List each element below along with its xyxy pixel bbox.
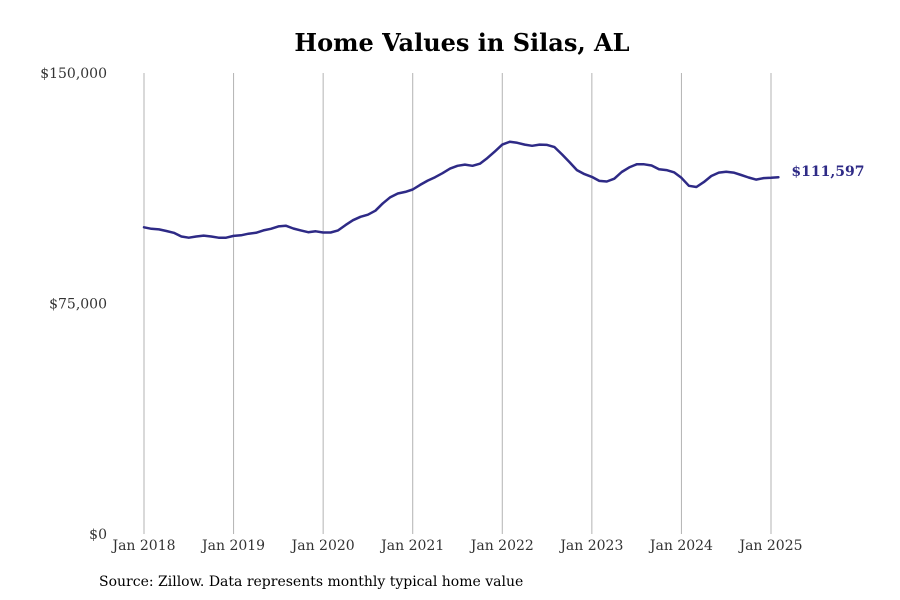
x-tick-label: Jan 2022 — [469, 538, 534, 554]
x-tick-label: Jan 2023 — [558, 538, 623, 554]
series-layer — [142, 140, 780, 239]
series-line — [142, 140, 780, 239]
x-tick-label: Jan 2020 — [290, 538, 355, 554]
x-tick-label: Jan 2018 — [110, 538, 175, 554]
source-note: Source: Zillow. Data represents monthly … — [99, 574, 524, 590]
chart-title: Home Values in Silas, AL — [294, 28, 630, 57]
x-tick-label: Jan 2025 — [737, 538, 802, 554]
y-tick-label: $150,000 — [40, 66, 107, 82]
x-tick-label: Jan 2024 — [648, 538, 713, 554]
x-tick-label: Jan 2019 — [200, 538, 265, 554]
x-axis-tick-labels: Jan 2018 Jan 2019 Jan 2020 Jan 2021 Jan 2022… — [110, 538, 802, 554]
y-axis-tick-labels: $0 $75,000 $150,000 — [40, 66, 107, 543]
gridlines — [143, 73, 772, 534]
y-tick-label: $0 — [89, 527, 107, 543]
y-tick-label: $75,000 — [49, 297, 107, 313]
x-tick-label: Jan 2021 — [379, 538, 444, 554]
end-value-label: $111,597 — [791, 164, 864, 180]
